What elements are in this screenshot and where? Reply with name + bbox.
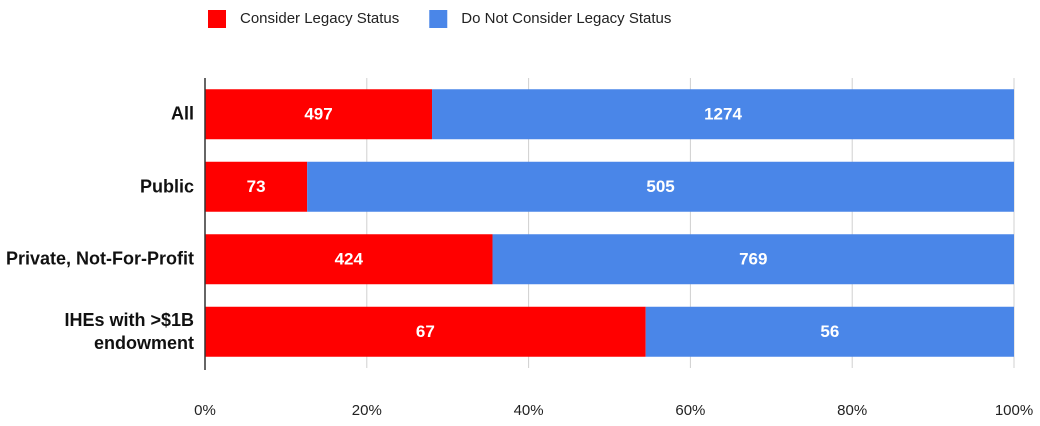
y-tick-label: IHEs with >$1B endowment [64, 309, 194, 353]
x-tick-label: 80% [837, 402, 867, 419]
legend-swatch [208, 10, 226, 28]
y-tick-label: Public [139, 176, 194, 197]
x-tick-label: 0% [194, 402, 216, 419]
bar-segment [205, 161, 308, 212]
value-label: 769 [739, 250, 767, 269]
y-tick-label: All [170, 103, 194, 124]
legend-swatch [429, 10, 448, 28]
bar-segment [205, 89, 433, 140]
bar-segment [307, 161, 1014, 212]
value-label: 1274 [704, 105, 742, 124]
value-label: 67 [416, 322, 435, 341]
value-label: 73 [247, 177, 266, 196]
x-tick-label: 40% [514, 402, 544, 419]
bar-segment [205, 306, 646, 357]
bar-segment [432, 89, 1014, 140]
x-tick-label: 20% [352, 402, 382, 419]
value-label: 424 [335, 250, 364, 269]
bar-segment [645, 306, 1014, 357]
legend-label: Consider Legacy Status [240, 10, 399, 27]
x-tick-label: 100% [995, 402, 1033, 419]
legend-label: Do Not Consider Legacy Status [461, 10, 671, 27]
y-tick-label: Private, Not-For-Profit [5, 248, 194, 269]
x-tick-label: 60% [675, 402, 705, 419]
value-label: 505 [646, 177, 674, 196]
bar-segment [492, 234, 1014, 285]
value-label: 497 [304, 105, 332, 124]
value-label: 56 [820, 322, 839, 341]
bar-segment [205, 234, 493, 285]
